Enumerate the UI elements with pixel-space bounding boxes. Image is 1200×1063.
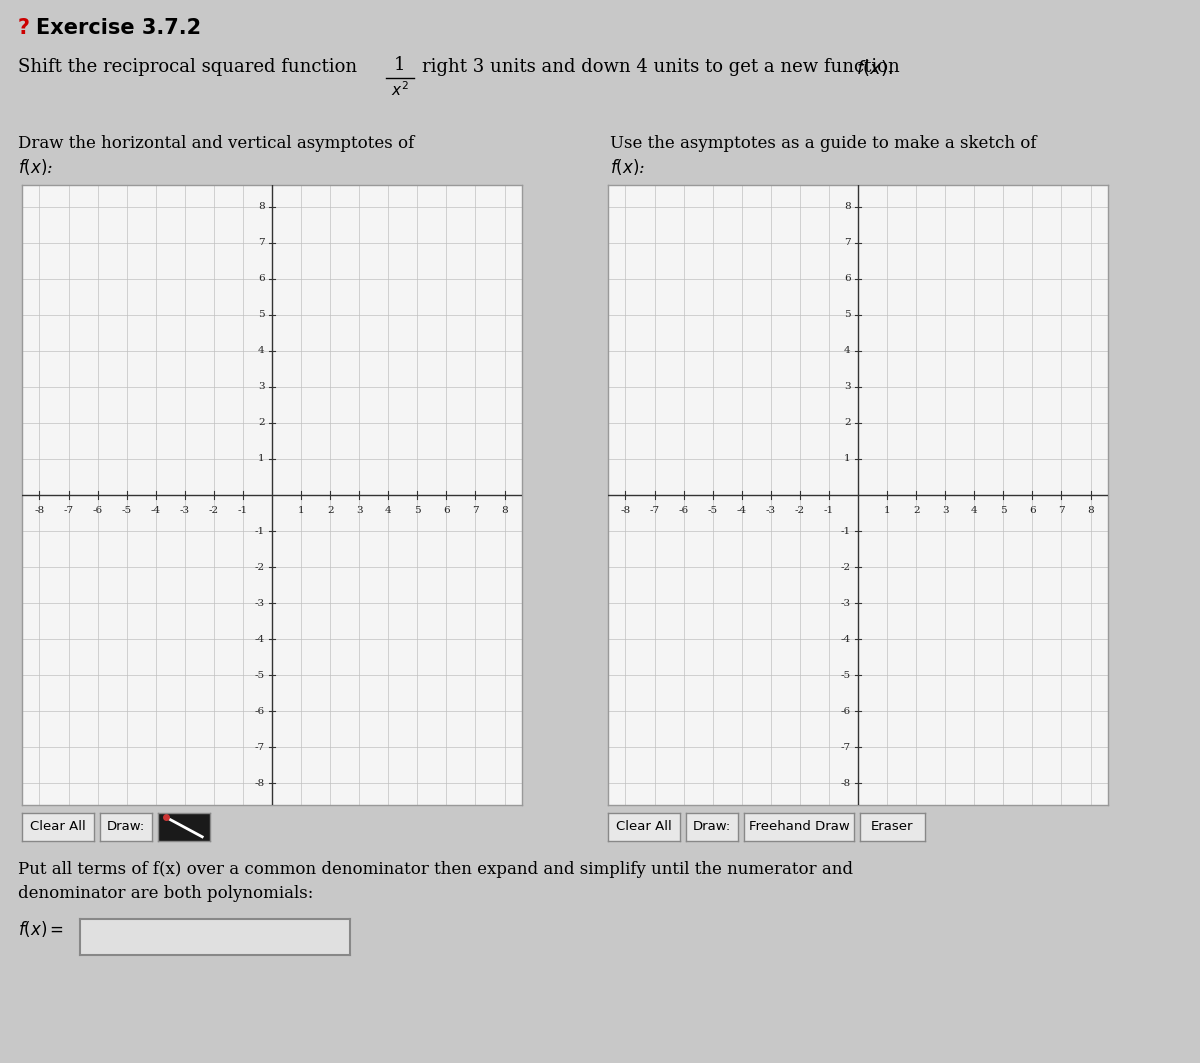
Text: -5: -5 [841, 671, 851, 679]
Text: 6: 6 [844, 274, 851, 283]
Text: 7: 7 [844, 238, 851, 248]
Text: -3: -3 [841, 598, 851, 608]
Text: -7: -7 [841, 743, 851, 752]
Text: -2: -2 [841, 562, 851, 572]
Text: Draw:: Draw: [107, 821, 145, 833]
Text: -1: -1 [841, 526, 851, 536]
Text: -4: -4 [841, 635, 851, 644]
Text: -5: -5 [254, 671, 265, 679]
Text: Use the asymptotes as a guide to make a sketch of: Use the asymptotes as a guide to make a … [610, 135, 1037, 152]
Text: 8: 8 [258, 202, 265, 212]
Text: $f(x)$:: $f(x)$: [610, 157, 646, 178]
Text: Draw:: Draw: [692, 821, 731, 833]
Text: -6: -6 [254, 707, 265, 715]
Text: Clear All: Clear All [30, 821, 86, 833]
Text: 6: 6 [443, 506, 450, 514]
Text: 7: 7 [472, 506, 479, 514]
Text: 1: 1 [395, 56, 406, 74]
Text: right 3 units and down 4 units to get a new function: right 3 units and down 4 units to get a … [422, 58, 906, 75]
Text: $f(x).$: $f(x).$ [856, 58, 893, 78]
Text: 1: 1 [258, 455, 265, 463]
Text: -8: -8 [841, 779, 851, 788]
Text: 3: 3 [942, 506, 948, 514]
Text: 7: 7 [258, 238, 265, 248]
Text: 4: 4 [385, 506, 391, 514]
Text: -8: -8 [254, 779, 265, 788]
Text: 5: 5 [258, 310, 265, 319]
Text: $x^2$: $x^2$ [391, 80, 409, 99]
Text: 4: 4 [258, 347, 265, 355]
Text: -2: -2 [254, 562, 265, 572]
Text: 1: 1 [883, 506, 890, 514]
Text: 2: 2 [258, 419, 265, 427]
Text: Exercise 3.7.2: Exercise 3.7.2 [36, 18, 202, 38]
Text: -5: -5 [121, 506, 132, 514]
Text: $f(x) =$: $f(x) =$ [18, 919, 64, 939]
Text: 5: 5 [1000, 506, 1007, 514]
Text: 2: 2 [844, 419, 851, 427]
Text: Put all terms of f(x) over a common denominator then expand and simplify until t: Put all terms of f(x) over a common deno… [18, 861, 853, 878]
Text: -5: -5 [708, 506, 718, 514]
Text: 6: 6 [258, 274, 265, 283]
Text: -4: -4 [737, 506, 746, 514]
Text: 2: 2 [326, 506, 334, 514]
Text: 3: 3 [356, 506, 362, 514]
Text: $f(x)$:: $f(x)$: [18, 157, 53, 178]
Text: 1: 1 [844, 455, 851, 463]
Text: -2: -2 [794, 506, 805, 514]
Text: -4: -4 [254, 635, 265, 644]
Text: -1: -1 [824, 506, 834, 514]
Text: Eraser: Eraser [871, 821, 913, 833]
Text: -4: -4 [151, 506, 161, 514]
Text: 5: 5 [414, 506, 421, 514]
Text: -3: -3 [766, 506, 776, 514]
Text: -8: -8 [35, 506, 44, 514]
Text: -3: -3 [180, 506, 190, 514]
Text: -6: -6 [678, 506, 689, 514]
Text: 8: 8 [502, 506, 508, 514]
Text: Clear All: Clear All [616, 821, 672, 833]
Text: -2: -2 [209, 506, 218, 514]
Text: -6: -6 [92, 506, 103, 514]
Text: -6: -6 [841, 707, 851, 715]
Text: 1: 1 [298, 506, 305, 514]
Text: -7: -7 [649, 506, 660, 514]
Text: 4: 4 [844, 347, 851, 355]
Text: 5: 5 [844, 310, 851, 319]
Text: 4: 4 [971, 506, 978, 514]
Text: Shift the reciprocal squared function: Shift the reciprocal squared function [18, 58, 358, 75]
Text: -3: -3 [254, 598, 265, 608]
Text: -1: -1 [238, 506, 248, 514]
Text: 6: 6 [1030, 506, 1036, 514]
Text: -7: -7 [254, 743, 265, 752]
Text: 2: 2 [913, 506, 919, 514]
Text: -7: -7 [64, 506, 73, 514]
Text: 3: 3 [844, 383, 851, 391]
Text: 3: 3 [258, 383, 265, 391]
Text: Draw the horizontal and vertical asymptotes of: Draw the horizontal and vertical asympto… [18, 135, 414, 152]
Text: 7: 7 [1058, 506, 1064, 514]
Text: denominator are both polynomials:: denominator are both polynomials: [18, 885, 313, 902]
Text: 8: 8 [1087, 506, 1094, 514]
Text: Freehand Draw: Freehand Draw [749, 821, 850, 833]
Text: -8: -8 [620, 506, 630, 514]
Text: ?: ? [18, 18, 30, 38]
Text: -1: -1 [254, 526, 265, 536]
Text: 8: 8 [844, 202, 851, 212]
